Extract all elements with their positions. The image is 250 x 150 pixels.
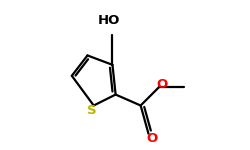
Text: HO: HO — [98, 14, 120, 27]
Text: S: S — [86, 105, 96, 117]
Text: O: O — [156, 78, 168, 91]
Text: O: O — [147, 132, 158, 145]
